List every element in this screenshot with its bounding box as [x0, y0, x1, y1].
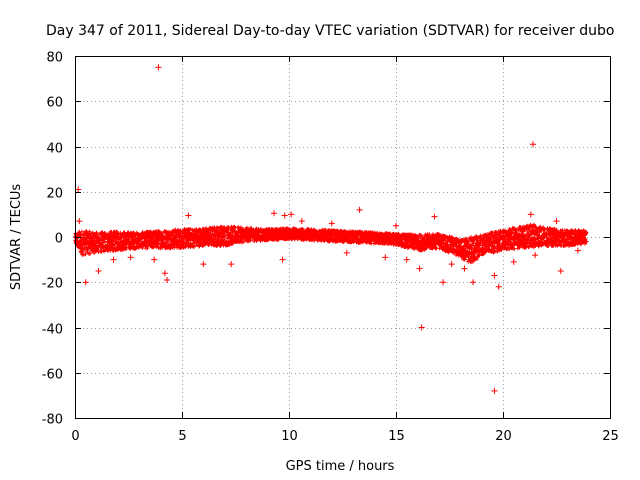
data-point [110, 256, 117, 263]
y-tick-label: 80 [46, 51, 63, 66]
data-point [491, 387, 498, 394]
data-series-sdtvar [73, 222, 589, 265]
data-point [328, 220, 335, 227]
data-point [185, 212, 192, 219]
data-point [574, 247, 581, 254]
band-markers [73, 222, 589, 265]
data-point [529, 141, 536, 148]
data-point [532, 252, 539, 259]
y-tick-label: -60 [42, 368, 63, 383]
x-tick-label: 20 [495, 429, 512, 444]
x-tick-label: 15 [388, 429, 405, 444]
data-point [440, 279, 447, 286]
y-tick-label: -20 [42, 277, 63, 292]
data-point [271, 210, 278, 217]
data-point [76, 218, 83, 225]
chart-title: Day 347 of 2011, Sidereal Day-to-day VTE… [46, 23, 614, 39]
x-tick-label: 10 [281, 429, 298, 444]
data-point [491, 272, 498, 279]
data-point [553, 218, 560, 225]
data-point [527, 211, 534, 218]
x-axis-ticks: 0 5 10 15 20 25 [71, 56, 619, 444]
y-axis-ticks: -80 -60 -40 -20 0 20 40 60 80 [42, 51, 610, 428]
data-point [510, 258, 517, 265]
data-point [279, 256, 286, 263]
y-tick-label: 20 [46, 187, 63, 202]
x-tick-label: 5 [178, 429, 186, 444]
y-tick-label: 0 [55, 232, 63, 247]
data-point [288, 211, 295, 218]
data-point [393, 222, 399, 229]
data-point [164, 276, 171, 283]
data-point [418, 324, 425, 331]
outlier-points [75, 64, 581, 394]
x-tick-label: 25 [602, 429, 619, 444]
data-point [461, 265, 468, 272]
data-point [127, 254, 134, 261]
data-point [200, 261, 207, 268]
data-point [403, 256, 410, 263]
data-point [343, 249, 350, 256]
y-tick-label: 60 [46, 96, 63, 111]
y-tick-label: 40 [46, 142, 63, 157]
data-point [82, 279, 89, 286]
data-point [448, 261, 455, 268]
x-tick-label: 0 [71, 429, 79, 444]
data-point [431, 213, 438, 220]
data-point [155, 64, 162, 71]
data-point [495, 283, 502, 290]
data-point [470, 279, 477, 286]
data-point [356, 206, 363, 213]
data-point [151, 256, 158, 263]
data-point [416, 265, 423, 272]
y-tick-label: -80 [42, 413, 63, 428]
data-point [95, 267, 102, 274]
y-tick-label: -40 [42, 323, 63, 338]
data-point [281, 212, 288, 219]
data-point [161, 270, 168, 277]
x-axis-label: GPS time / hours [286, 459, 395, 474]
data-point [382, 254, 389, 261]
data-point [298, 218, 305, 225]
y-axis-label: SDTVAR / TECUs [9, 184, 24, 291]
data-point [228, 261, 235, 268]
data-point [75, 186, 82, 193]
data-point [557, 267, 564, 274]
